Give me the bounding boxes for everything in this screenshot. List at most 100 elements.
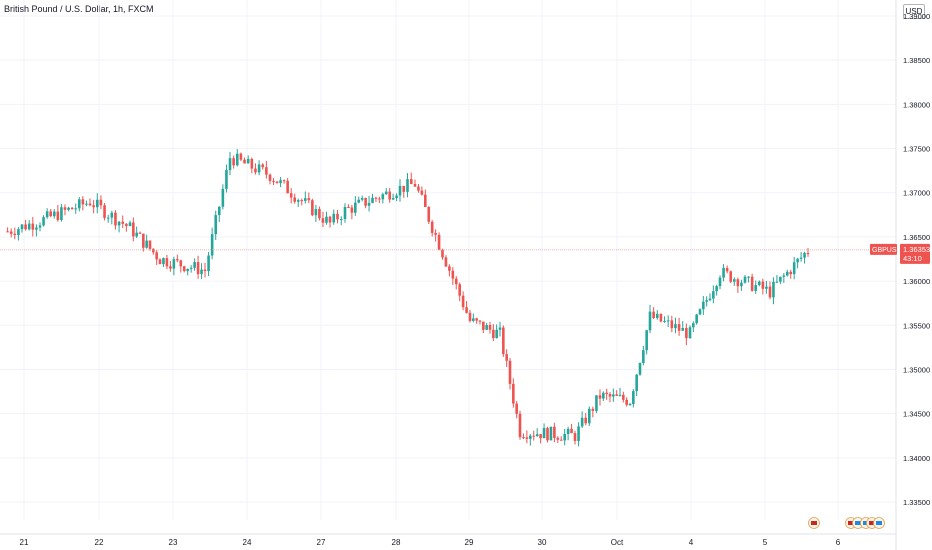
candle-body — [553, 426, 556, 438]
y-tick-label: 1.36000 — [903, 277, 930, 286]
candle-body — [775, 281, 779, 283]
candle-body — [203, 269, 207, 272]
candle-body — [339, 219, 343, 221]
candle-body — [666, 320, 670, 322]
candle-body — [702, 301, 705, 310]
candle-body — [522, 437, 525, 439]
candle-body — [602, 392, 605, 399]
price-tag — [900, 243, 930, 264]
candle-body — [77, 199, 81, 209]
candle-body — [314, 209, 318, 216]
candle-body — [625, 399, 628, 405]
candle-body — [289, 193, 293, 198]
candle-body — [681, 327, 685, 331]
candle-body — [189, 267, 193, 269]
candle-body — [417, 186, 420, 191]
candle-body — [677, 324, 681, 331]
candle-body — [374, 197, 378, 199]
candle-body — [142, 233, 145, 248]
candle-body — [532, 435, 536, 437]
candle-body — [566, 428, 570, 434]
candle-body — [573, 433, 577, 441]
candle-body — [196, 262, 200, 275]
candle-body — [498, 327, 502, 330]
candle-body — [587, 408, 591, 424]
candle-body — [688, 327, 692, 339]
candle-body — [803, 252, 806, 258]
candle-body — [296, 200, 300, 202]
candle-body — [56, 211, 60, 221]
y-tick-label: 1.33500 — [903, 498, 930, 507]
candle-body — [747, 276, 750, 278]
candle-body — [328, 216, 332, 223]
currency-button[interactable]: USD — [903, 4, 925, 19]
candle-body — [13, 233, 17, 236]
candle-body — [279, 180, 282, 184]
candle-body — [712, 291, 715, 299]
candle-body — [437, 234, 441, 250]
candle-body — [685, 327, 688, 339]
candle-body — [210, 234, 214, 256]
candle-body — [772, 281, 775, 298]
candle-body — [468, 312, 472, 321]
candle-body — [207, 255, 210, 272]
candle-body — [225, 169, 228, 189]
candle-body — [179, 260, 183, 267]
symbol-tag — [870, 243, 897, 255]
candle-body — [357, 199, 361, 203]
candle-body — [275, 181, 279, 184]
candle-body — [674, 324, 677, 329]
candle-body — [162, 258, 165, 265]
candle-body — [350, 207, 354, 213]
x-tick-label: Oct — [611, 538, 624, 547]
candle-body — [35, 227, 38, 230]
flag-icon-uk-mark — [869, 521, 875, 525]
candle-body — [584, 417, 588, 424]
candle-body — [488, 325, 492, 330]
chart-title: British Pound / U.S. Dollar, 1h, FXCM — [4, 4, 154, 14]
candle-body — [779, 276, 782, 282]
candle-body — [246, 158, 250, 164]
x-tick-label: 21 — [20, 538, 29, 547]
candle-body — [708, 298, 712, 301]
candle-body — [395, 195, 398, 199]
x-tick-label: 5 — [763, 538, 768, 547]
candle-body — [138, 232, 142, 234]
candle-body — [88, 203, 92, 206]
candle-body — [785, 271, 789, 276]
candle-body — [546, 428, 549, 441]
candle-body — [148, 240, 152, 249]
candle-body — [732, 279, 736, 282]
candle-body — [52, 211, 56, 217]
candle-body — [692, 323, 695, 328]
candle-body — [42, 217, 45, 226]
y-tick-label: 1.35500 — [903, 321, 930, 330]
candle-body — [451, 270, 455, 279]
candle-body — [659, 313, 663, 322]
candle-body — [282, 180, 286, 182]
candle-body — [165, 258, 169, 267]
candle-body — [434, 232, 437, 235]
candle-body — [789, 271, 793, 275]
candle-body — [398, 185, 402, 196]
candle-body — [158, 259, 162, 265]
candle-body — [615, 394, 618, 396]
candle-body — [461, 295, 465, 308]
candle-body — [792, 262, 796, 275]
y-tick-label: 1.39000 — [903, 12, 930, 21]
candle-body — [214, 215, 218, 235]
candle-body — [556, 437, 560, 440]
candle-body — [577, 426, 580, 441]
candle-body — [132, 222, 135, 237]
candle-body — [332, 213, 336, 223]
candle-body — [221, 188, 225, 207]
candle-body — [635, 374, 638, 392]
candle-body — [67, 207, 70, 210]
y-tick-label: 1.38000 — [903, 100, 930, 109]
candle-body — [367, 202, 371, 206]
candle-body — [652, 311, 655, 319]
candle-body — [539, 434, 542, 439]
candle-body — [598, 395, 602, 399]
